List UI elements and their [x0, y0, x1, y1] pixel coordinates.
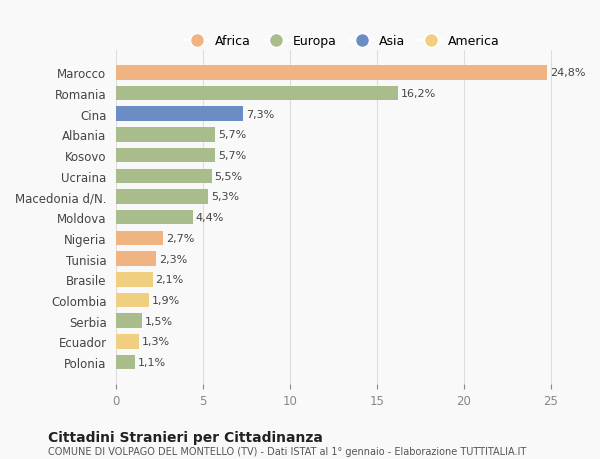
Text: 2,1%: 2,1% — [155, 274, 184, 285]
Text: 5,3%: 5,3% — [211, 192, 239, 202]
Text: 24,8%: 24,8% — [550, 68, 586, 78]
Text: Cittadini Stranieri per Cittadinanza: Cittadini Stranieri per Cittadinanza — [48, 430, 323, 444]
Text: 1,3%: 1,3% — [142, 336, 170, 347]
Bar — [116, 66, 547, 80]
Bar — [116, 190, 208, 204]
Bar — [116, 293, 149, 308]
Bar — [116, 149, 215, 163]
Bar — [116, 252, 156, 266]
Text: 2,3%: 2,3% — [159, 254, 187, 264]
Text: COMUNE DI VOLPAGO DEL MONTELLO (TV) - Dati ISTAT al 1° gennaio - Elaborazione TU: COMUNE DI VOLPAGO DEL MONTELLO (TV) - Da… — [48, 447, 526, 456]
Text: 1,9%: 1,9% — [152, 295, 180, 305]
Text: 2,7%: 2,7% — [166, 233, 194, 243]
Text: 7,3%: 7,3% — [246, 110, 274, 119]
Bar — [116, 355, 136, 369]
Bar — [116, 128, 215, 142]
Text: 5,7%: 5,7% — [218, 130, 246, 140]
Bar — [116, 334, 139, 349]
Bar — [116, 169, 212, 184]
Text: 1,1%: 1,1% — [138, 357, 166, 367]
Text: 4,4%: 4,4% — [196, 213, 224, 223]
Bar — [116, 87, 398, 101]
Bar — [116, 211, 193, 225]
Bar — [116, 231, 163, 246]
Bar — [116, 273, 153, 287]
Text: 5,7%: 5,7% — [218, 151, 246, 161]
Bar — [116, 107, 243, 122]
Text: 16,2%: 16,2% — [400, 89, 436, 99]
Legend: Africa, Europa, Asia, America: Africa, Europa, Asia, America — [179, 30, 505, 53]
Text: 5,5%: 5,5% — [214, 171, 242, 181]
Bar — [116, 313, 142, 328]
Text: 1,5%: 1,5% — [145, 316, 173, 326]
